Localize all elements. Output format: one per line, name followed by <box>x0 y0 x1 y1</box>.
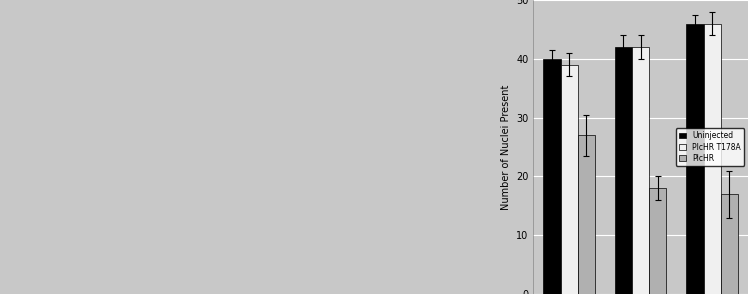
Bar <box>721 194 738 294</box>
Bar <box>704 24 721 294</box>
Bar <box>687 24 704 294</box>
Bar <box>577 135 595 294</box>
Bar <box>615 47 632 294</box>
Bar <box>632 47 649 294</box>
Legend: Uninjected, PlcHR T178A, PlcHR: Uninjected, PlcHR T178A, PlcHR <box>675 128 744 166</box>
Bar <box>560 65 577 294</box>
Bar <box>543 59 560 294</box>
Y-axis label: Number of Nuclei Present: Number of Nuclei Present <box>500 84 511 210</box>
Bar <box>649 188 666 294</box>
